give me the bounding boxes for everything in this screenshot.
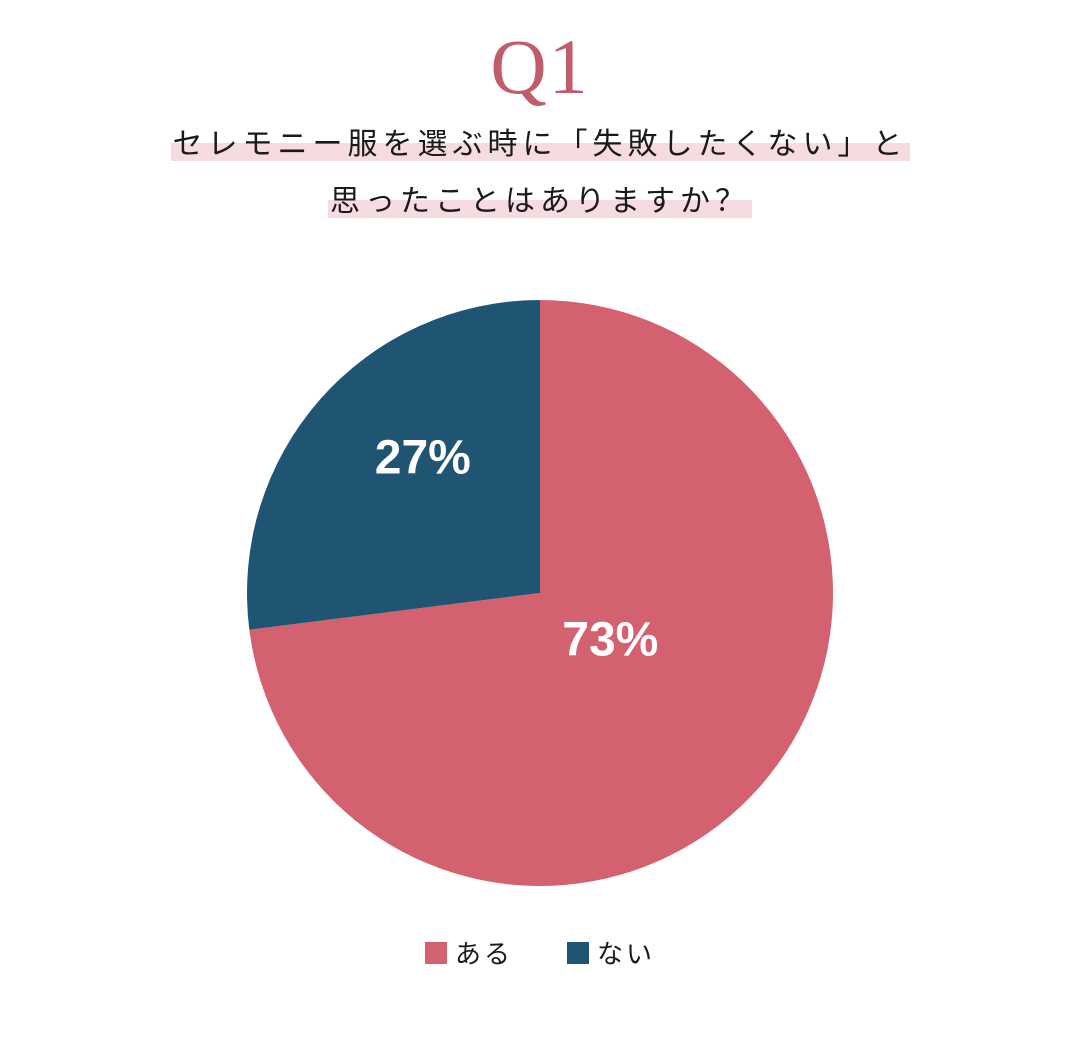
question-text: セレモニー服を選ぶ時に「失敗したくない」と 思ったことはありますか？ [171,116,910,230]
legend-label: ない [597,934,655,971]
legend-swatch [567,942,589,964]
pie-svg [247,300,833,886]
legend-label: ある [455,934,513,971]
legend-swatch [425,942,447,964]
pie-value-label: 27% [375,431,471,486]
question-line-2: 思ったことはありますか？ [328,185,752,218]
legend-item: ない [567,934,655,971]
legend: ある ない [425,934,655,971]
pie-chart: 73% 27% [247,300,833,886]
legend-item: ある [425,934,513,971]
question-line-1: セレモニー服を選ぶ時に「失敗したくない」と [171,128,910,161]
question-number: Q1 [490,28,589,106]
chart-card: Q1 セレモニー服を選ぶ時に「失敗したくない」と 思ったことはありますか？ 73… [0,0,1080,1060]
pie-value-label: 73% [562,612,658,667]
